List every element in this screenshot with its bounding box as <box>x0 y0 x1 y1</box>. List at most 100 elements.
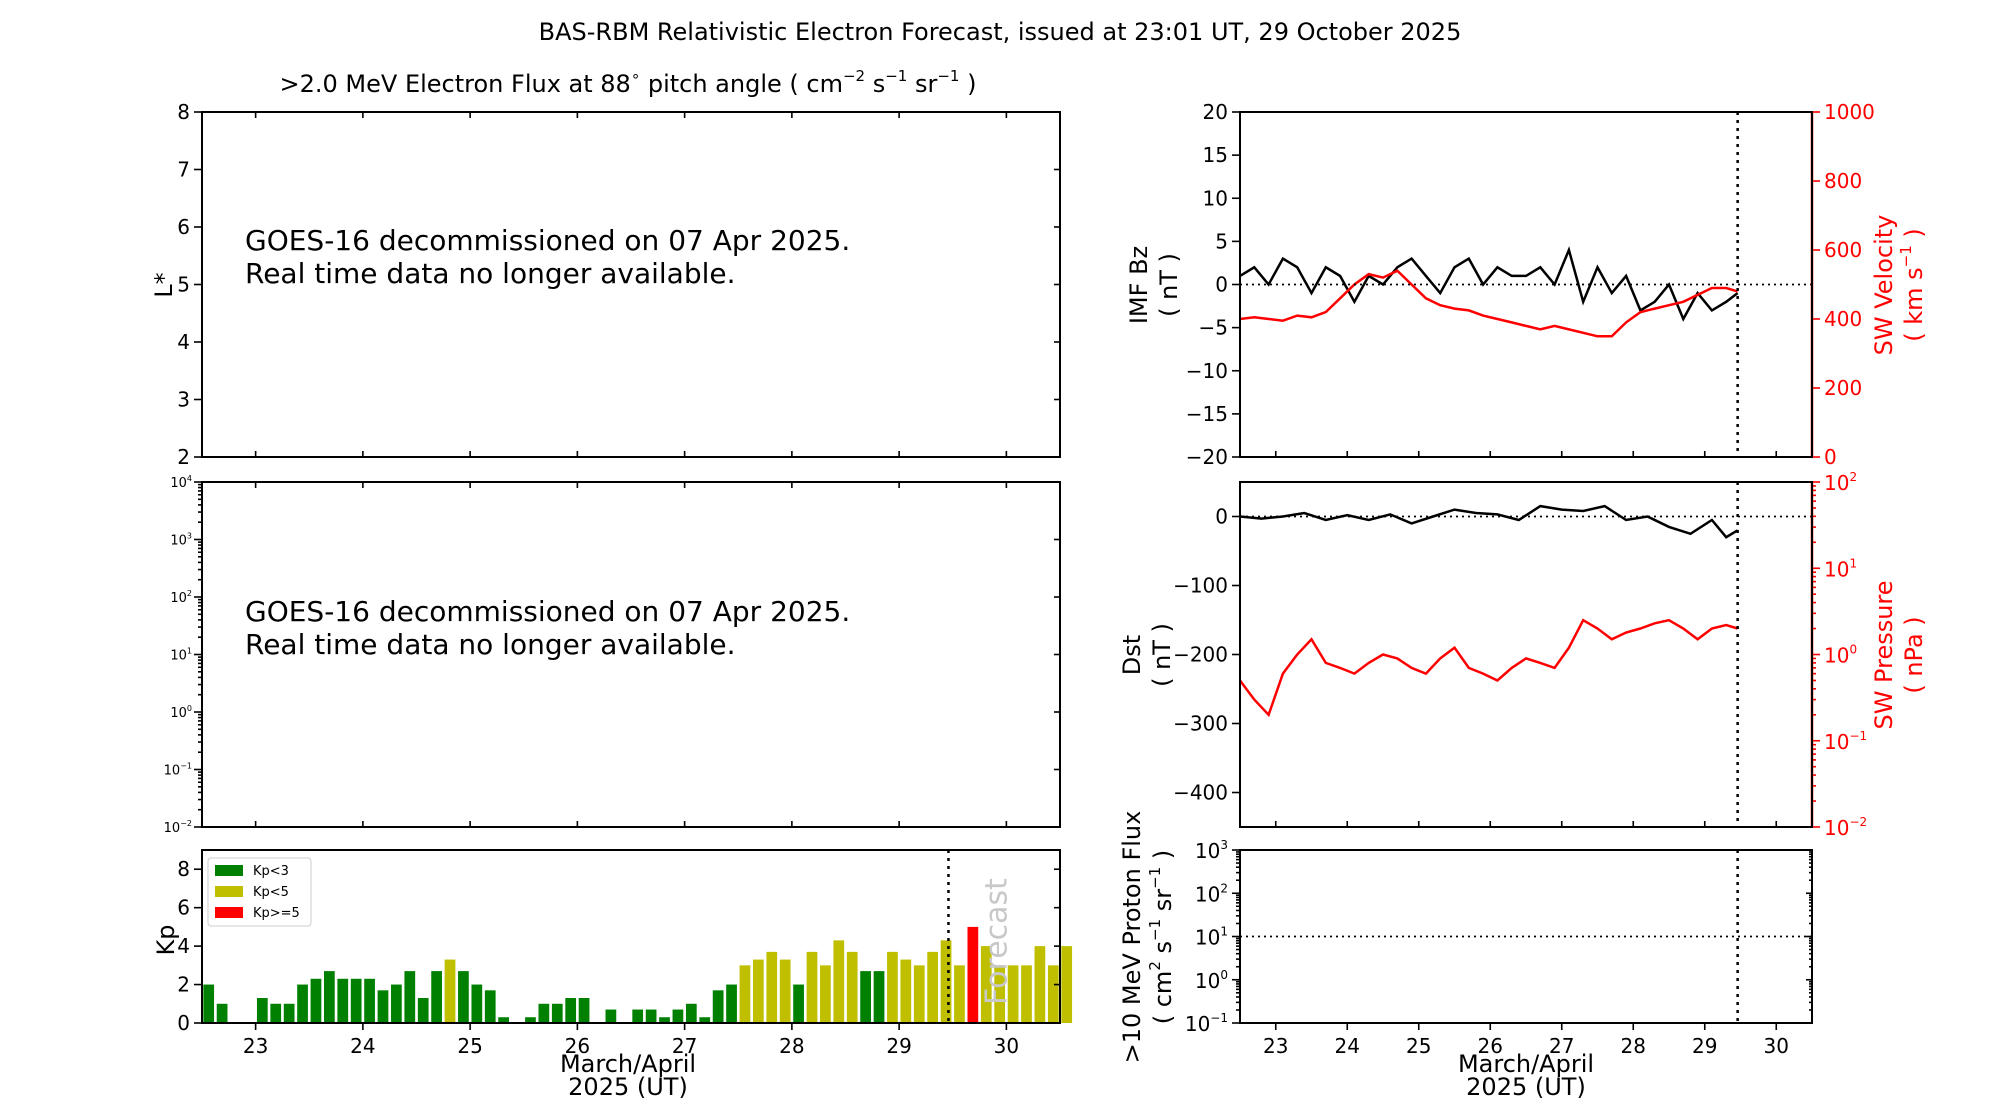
kp-bar <box>337 978 349 1023</box>
kp-legend-label-low: Kp<3 <box>253 864 289 879</box>
dst-ytick-label: −200 <box>1173 643 1228 667</box>
kp-bar <box>940 940 952 1023</box>
imf-bz-axis-label-line2: ( nT ) <box>1155 253 1183 317</box>
kp-bar <box>833 940 845 1023</box>
pressure-ytick-label: 10−1 <box>1824 729 1867 754</box>
kp-legend-label-mid: Kp<5 <box>253 885 289 900</box>
kp-bar <box>766 951 778 1023</box>
kp-bar <box>913 965 925 1023</box>
dst-ytick-label: 0 <box>1215 505 1228 529</box>
kp-bar <box>417 998 429 1023</box>
kp-bar <box>820 965 831 1023</box>
kp-bar <box>752 959 764 1023</box>
flux-ytick-label: 100 <box>170 704 192 721</box>
dst-plot-frame <box>1239 481 1813 828</box>
kp-xtick-label: 29 <box>886 1034 911 1058</box>
kp-bar <box>404 971 416 1023</box>
kp-legend-swatch-mid <box>215 886 243 897</box>
flux-ytick-label: 10−2 <box>164 819 192 836</box>
kp-bar <box>565 998 577 1023</box>
left-series-line <box>1239 504 1739 539</box>
kp-bar <box>444 959 456 1023</box>
kp-bar <box>806 951 818 1023</box>
lstar-ytick-label: 5 <box>177 273 190 297</box>
kp-bar <box>431 971 442 1023</box>
imf-ytick-label: −20 <box>1186 445 1228 469</box>
kp-legend-swatch-low <box>215 865 243 876</box>
proton-ytick-label: 100 <box>1195 968 1228 993</box>
proton-panel: 10−1 100 101 102 103 23 24 25 26 27 28 29 30 >10 MeV… <box>1118 811 1813 1100</box>
figure-title: BAS-RBM Relativistic Electron Forecast, … <box>539 18 1462 46</box>
kp-bar <box>873 971 885 1023</box>
sw-velocity-unit-label: ( km s−1 ) <box>1897 228 1928 342</box>
kp-bar <box>994 965 1006 1023</box>
kp-bar <box>980 946 992 1023</box>
dst-ytick-label: −300 <box>1173 712 1228 736</box>
kp-ytick-label: 2 <box>177 973 190 997</box>
imf-ytick-label: −5 <box>1199 316 1228 340</box>
pressure-ytick-label: 102 <box>1824 470 1857 495</box>
flux-ytick-label: 103 <box>170 532 192 549</box>
flux-ytick-label: 10−1 <box>164 762 192 779</box>
kp-bar <box>1061 946 1073 1023</box>
kp-bar <box>900 959 912 1023</box>
proton-xtick-label: 28 <box>1621 1034 1646 1058</box>
kp-xtick-label: 23 <box>243 1034 268 1058</box>
kp-bar <box>779 959 791 1023</box>
kp-xtick-label: 25 <box>457 1034 482 1058</box>
velocity-ytick-label: 600 <box>1824 238 1862 262</box>
sw-pressure-axis-label-line1: SW Pressure <box>1870 580 1898 729</box>
proton-xlabel-line1: March/April <box>1458 1050 1594 1078</box>
lstar-ytick-label: 2 <box>177 445 190 469</box>
kp-bar <box>471 984 483 1023</box>
kp-bar <box>391 984 402 1023</box>
kp-ytick-label: 4 <box>177 934 190 958</box>
kp-bar <box>699 1017 711 1023</box>
kp-bar <box>605 1009 617 1023</box>
dst-pressure-panel: −400 −300 −200 −100 0 10−2 10−1 100 101 102 Dst (… <box>1118 470 1928 840</box>
kp-bar <box>846 951 858 1023</box>
velocity-ytick-label: 200 <box>1824 376 1862 400</box>
flux-lstar-panel: >2.0 MeV Electron Flux at 88∘ pitch angl… <box>150 67 1061 469</box>
proton-xtick-label: 30 <box>1764 1034 1789 1058</box>
kp-xtick-label: 26 <box>565 1034 590 1058</box>
dst-ytick-label: −100 <box>1173 574 1228 598</box>
kp-legend-label-high: Kp>=5 <box>253 906 300 921</box>
kp-bar <box>323 971 335 1023</box>
lstar-ytick-label: 8 <box>177 100 190 124</box>
pressure-ytick-label: 100 <box>1824 643 1857 668</box>
lstar-ytick-label: 4 <box>177 330 190 354</box>
lstar-ytick-label: 7 <box>177 158 190 182</box>
dst-axis-label-line2: ( nT ) <box>1148 623 1176 687</box>
imf-ytick-label: 10 <box>1203 186 1228 210</box>
kp-bar <box>927 951 939 1023</box>
kp-bar <box>538 1003 550 1023</box>
velocity-ytick-label: 1000 <box>1824 100 1875 124</box>
flux-log-panel: 10−2 10−1 100 101 102 103 104 GOES-16 decommis… <box>164 474 1061 836</box>
flux-lstar-message-line2: Real time data no longer available. <box>245 257 736 290</box>
kp-xlabel-line1: March/April <box>560 1050 696 1078</box>
pressure-ytick-label: 101 <box>1824 556 1857 581</box>
flux-ytick-label: 104 <box>170 474 192 491</box>
kp-bar <box>659 1017 670 1023</box>
lstar-ytick-label: 6 <box>177 215 190 239</box>
dst-ytick-label: −400 <box>1173 781 1228 805</box>
imf-ytick-label: −15 <box>1186 402 1228 426</box>
kp-bar <box>632 1009 644 1023</box>
right-series-line <box>1239 269 1738 338</box>
kp-xlabel-line2: 2025 (UT) <box>568 1073 688 1100</box>
imf-plot-frame <box>1239 111 1813 458</box>
imf-ytick-label: −10 <box>1186 359 1228 383</box>
kp-bar <box>645 1009 657 1023</box>
proton-xtick-label: 29 <box>1692 1034 1717 1058</box>
kp-bar <box>297 984 308 1023</box>
sw-pressure-axis-label-line2: ( nPa ) <box>1900 616 1928 693</box>
kp-legend: Kp<3 Kp<5 Kp>=5 <box>207 857 312 927</box>
proton-ytick-label: 101 <box>1195 925 1228 950</box>
proton-xtick-label: 23 <box>1263 1034 1288 1058</box>
kp-bar <box>578 998 590 1023</box>
imf-ytick-label: 0 <box>1215 273 1228 297</box>
kp-bar <box>672 1009 684 1023</box>
kp-ytick-label: 0 <box>177 1011 190 1035</box>
